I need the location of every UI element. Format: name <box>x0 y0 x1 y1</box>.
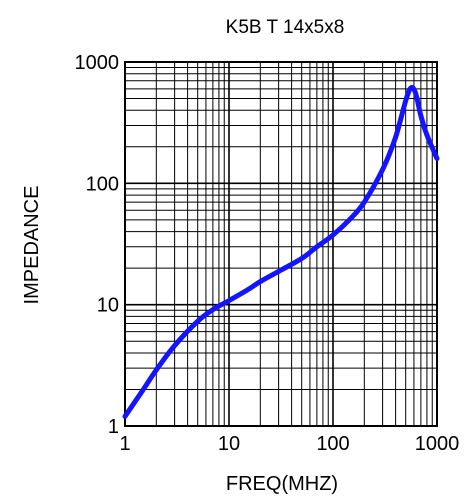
x-tick-label: 1 <box>119 433 130 455</box>
y-tick-label: 100 <box>86 173 119 195</box>
x-axis-label: FREQ(MHZ) <box>226 473 338 495</box>
y-tick-label: 1 <box>108 416 119 438</box>
grid-lines <box>124 62 437 427</box>
x-tick-label: 1000 <box>415 433 460 455</box>
x-tick-labels: 1 10 100 1000 <box>119 433 459 455</box>
chart-title: K5B T 14x5x8 <box>226 17 345 38</box>
y-tick-label: 10 <box>97 295 119 317</box>
impedance-curve <box>122 85 440 419</box>
y-tick-label: 1000 <box>75 52 120 74</box>
x-tick-label: 100 <box>316 433 349 455</box>
y-axis-label: IMPEDANCE <box>21 186 43 305</box>
y-tick-labels: 1 10 100 1000 <box>75 52 120 438</box>
plot-frame <box>124 61 438 427</box>
x-tick-label: 10 <box>218 433 240 455</box>
